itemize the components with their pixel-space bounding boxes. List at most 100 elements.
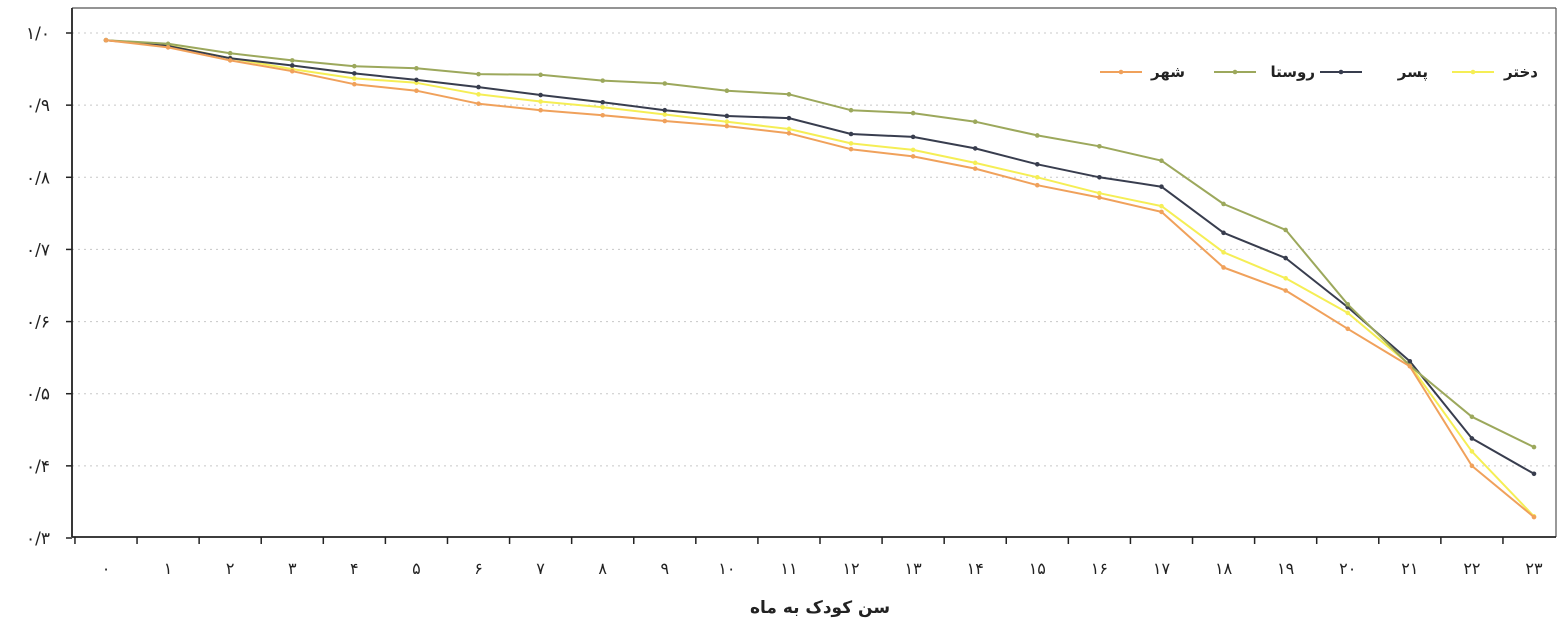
series-3-point (476, 101, 481, 106)
series-1-point (1221, 230, 1226, 236)
x-tick-label: ۲۳ (1525, 559, 1543, 578)
series-2-point (1345, 301, 1351, 307)
x-tick-label: ۱۷ (1153, 559, 1171, 578)
series-3-point (1035, 182, 1040, 188)
series-2-point (165, 41, 171, 47)
series-3-point (724, 123, 730, 129)
series-2-point (972, 119, 978, 125)
series-1-point (414, 77, 419, 83)
series-0-point (1345, 310, 1351, 316)
legend: دختر پسر روستا شهر (1100, 63, 1538, 82)
series-2-point (1035, 133, 1040, 138)
series-0-point (786, 126, 792, 132)
series-0-point (1283, 275, 1288, 281)
x-tick-label: ۱۹ (1277, 559, 1294, 578)
y-tick-label: ۰/۶ (26, 313, 50, 333)
series-2-point (414, 66, 419, 71)
legend-label-2: روستا (1271, 63, 1315, 81)
series-0-point (1035, 174, 1040, 180)
x-tick-label: ۹ (660, 559, 669, 578)
series-1-point (1531, 471, 1537, 477)
series-3-point (1469, 463, 1475, 469)
y-tick-label: ۰/۴ (26, 457, 50, 477)
series-1-point (289, 63, 295, 68)
x-tick-label: ۱۰ (718, 559, 735, 578)
series-1-point (538, 92, 543, 98)
y-tick-label: ۰/۸ (26, 168, 50, 188)
series-2-point (910, 110, 916, 116)
series-0-point (972, 160, 978, 166)
series-1-point (1469, 436, 1475, 441)
series-3-point (352, 81, 357, 87)
y-tick-label: ۰/۳ (26, 529, 50, 549)
series-line-3 (105, 39, 1535, 518)
x-tick-label: ۱۴ (967, 559, 984, 578)
series-2-point (724, 88, 730, 94)
series-2-point (848, 107, 854, 113)
x-tick-label: ۳ (288, 559, 297, 578)
series-1-point (848, 131, 854, 137)
series-line-0 (105, 39, 1535, 518)
x-tick-label: ۴ (350, 559, 359, 578)
series-2-point (1283, 227, 1288, 233)
series-3-point (165, 45, 171, 50)
y-tick-label: ۱/۰ (26, 24, 50, 44)
series-1-point (1283, 255, 1288, 261)
series-3-point (414, 88, 419, 94)
x-tick-label: ۱۱ (780, 559, 797, 578)
series-1-point (786, 115, 792, 121)
tick-labels: ۰/۳۰/۴۰/۵۰/۶۰/۷۰/۸۰/۹۱/۰۰ ۱ ۲ ۳ ۴ ۵ ۶ ۷ ۸ ۹ ۱۰ ۱۱ ۱۲… (26, 24, 1543, 578)
series-3-point (1221, 265, 1226, 270)
series-0-point (1159, 203, 1164, 209)
series-3-point (1159, 209, 1164, 215)
legend-label-0: دختر (1503, 63, 1538, 81)
series-3-point (786, 130, 792, 136)
series-0-point (848, 141, 854, 146)
y-tick-label: ۰/۷ (26, 240, 50, 260)
x-tick-label: ۲۲ (1463, 559, 1480, 578)
x-tick-label: ۶ (474, 559, 483, 578)
series-3-point (1407, 364, 1413, 369)
x-tick-label: ۰ (102, 559, 111, 578)
series-2-point (1097, 143, 1102, 149)
series-2-point (786, 92, 792, 97)
series-2-point (352, 63, 357, 69)
series-3-point (972, 166, 978, 171)
series-3-point (1283, 288, 1288, 293)
series-3-point (910, 154, 916, 159)
series-3-point (848, 146, 854, 152)
series-0-point (662, 112, 668, 117)
x-tick-label: ۱۵ (1029, 559, 1046, 578)
y-tick-label: ۰/۹ (26, 96, 50, 116)
legend-marker-2 (1232, 69, 1238, 75)
legend-marker-1 (1338, 69, 1344, 75)
series-3-point (289, 68, 295, 74)
series-2-point (1221, 201, 1226, 207)
x-tick-label: ۲۰ (1339, 559, 1356, 578)
series-0-point (600, 105, 605, 110)
legend-label-3: شهر (1150, 63, 1185, 81)
series-0-point (476, 92, 481, 97)
series-0-point (1097, 190, 1102, 196)
series-2-point (662, 81, 668, 86)
series-3-point (662, 118, 668, 124)
legend-marker-3 (1118, 69, 1124, 75)
series-3-point (1531, 514, 1537, 520)
series-1-point (1035, 162, 1040, 167)
series-1-point (1159, 184, 1164, 189)
series-2-point (1469, 414, 1475, 420)
series-0-point (352, 76, 357, 81)
series-line-2 (105, 39, 1535, 448)
series-layer (103, 37, 1537, 520)
x-tick-label: ۲ (226, 559, 235, 578)
series-1-point (724, 113, 730, 119)
x-tick-label: ۱ (164, 559, 173, 578)
series-2-point (476, 71, 481, 77)
series-0-point (1469, 449, 1475, 454)
axes (66, 7, 1557, 544)
legend-marker-0 (1470, 69, 1476, 75)
legend-label-1: پسر (1397, 63, 1428, 82)
series-3-point (538, 107, 543, 113)
x-axis-label: سن کودک به ماه (750, 598, 890, 618)
